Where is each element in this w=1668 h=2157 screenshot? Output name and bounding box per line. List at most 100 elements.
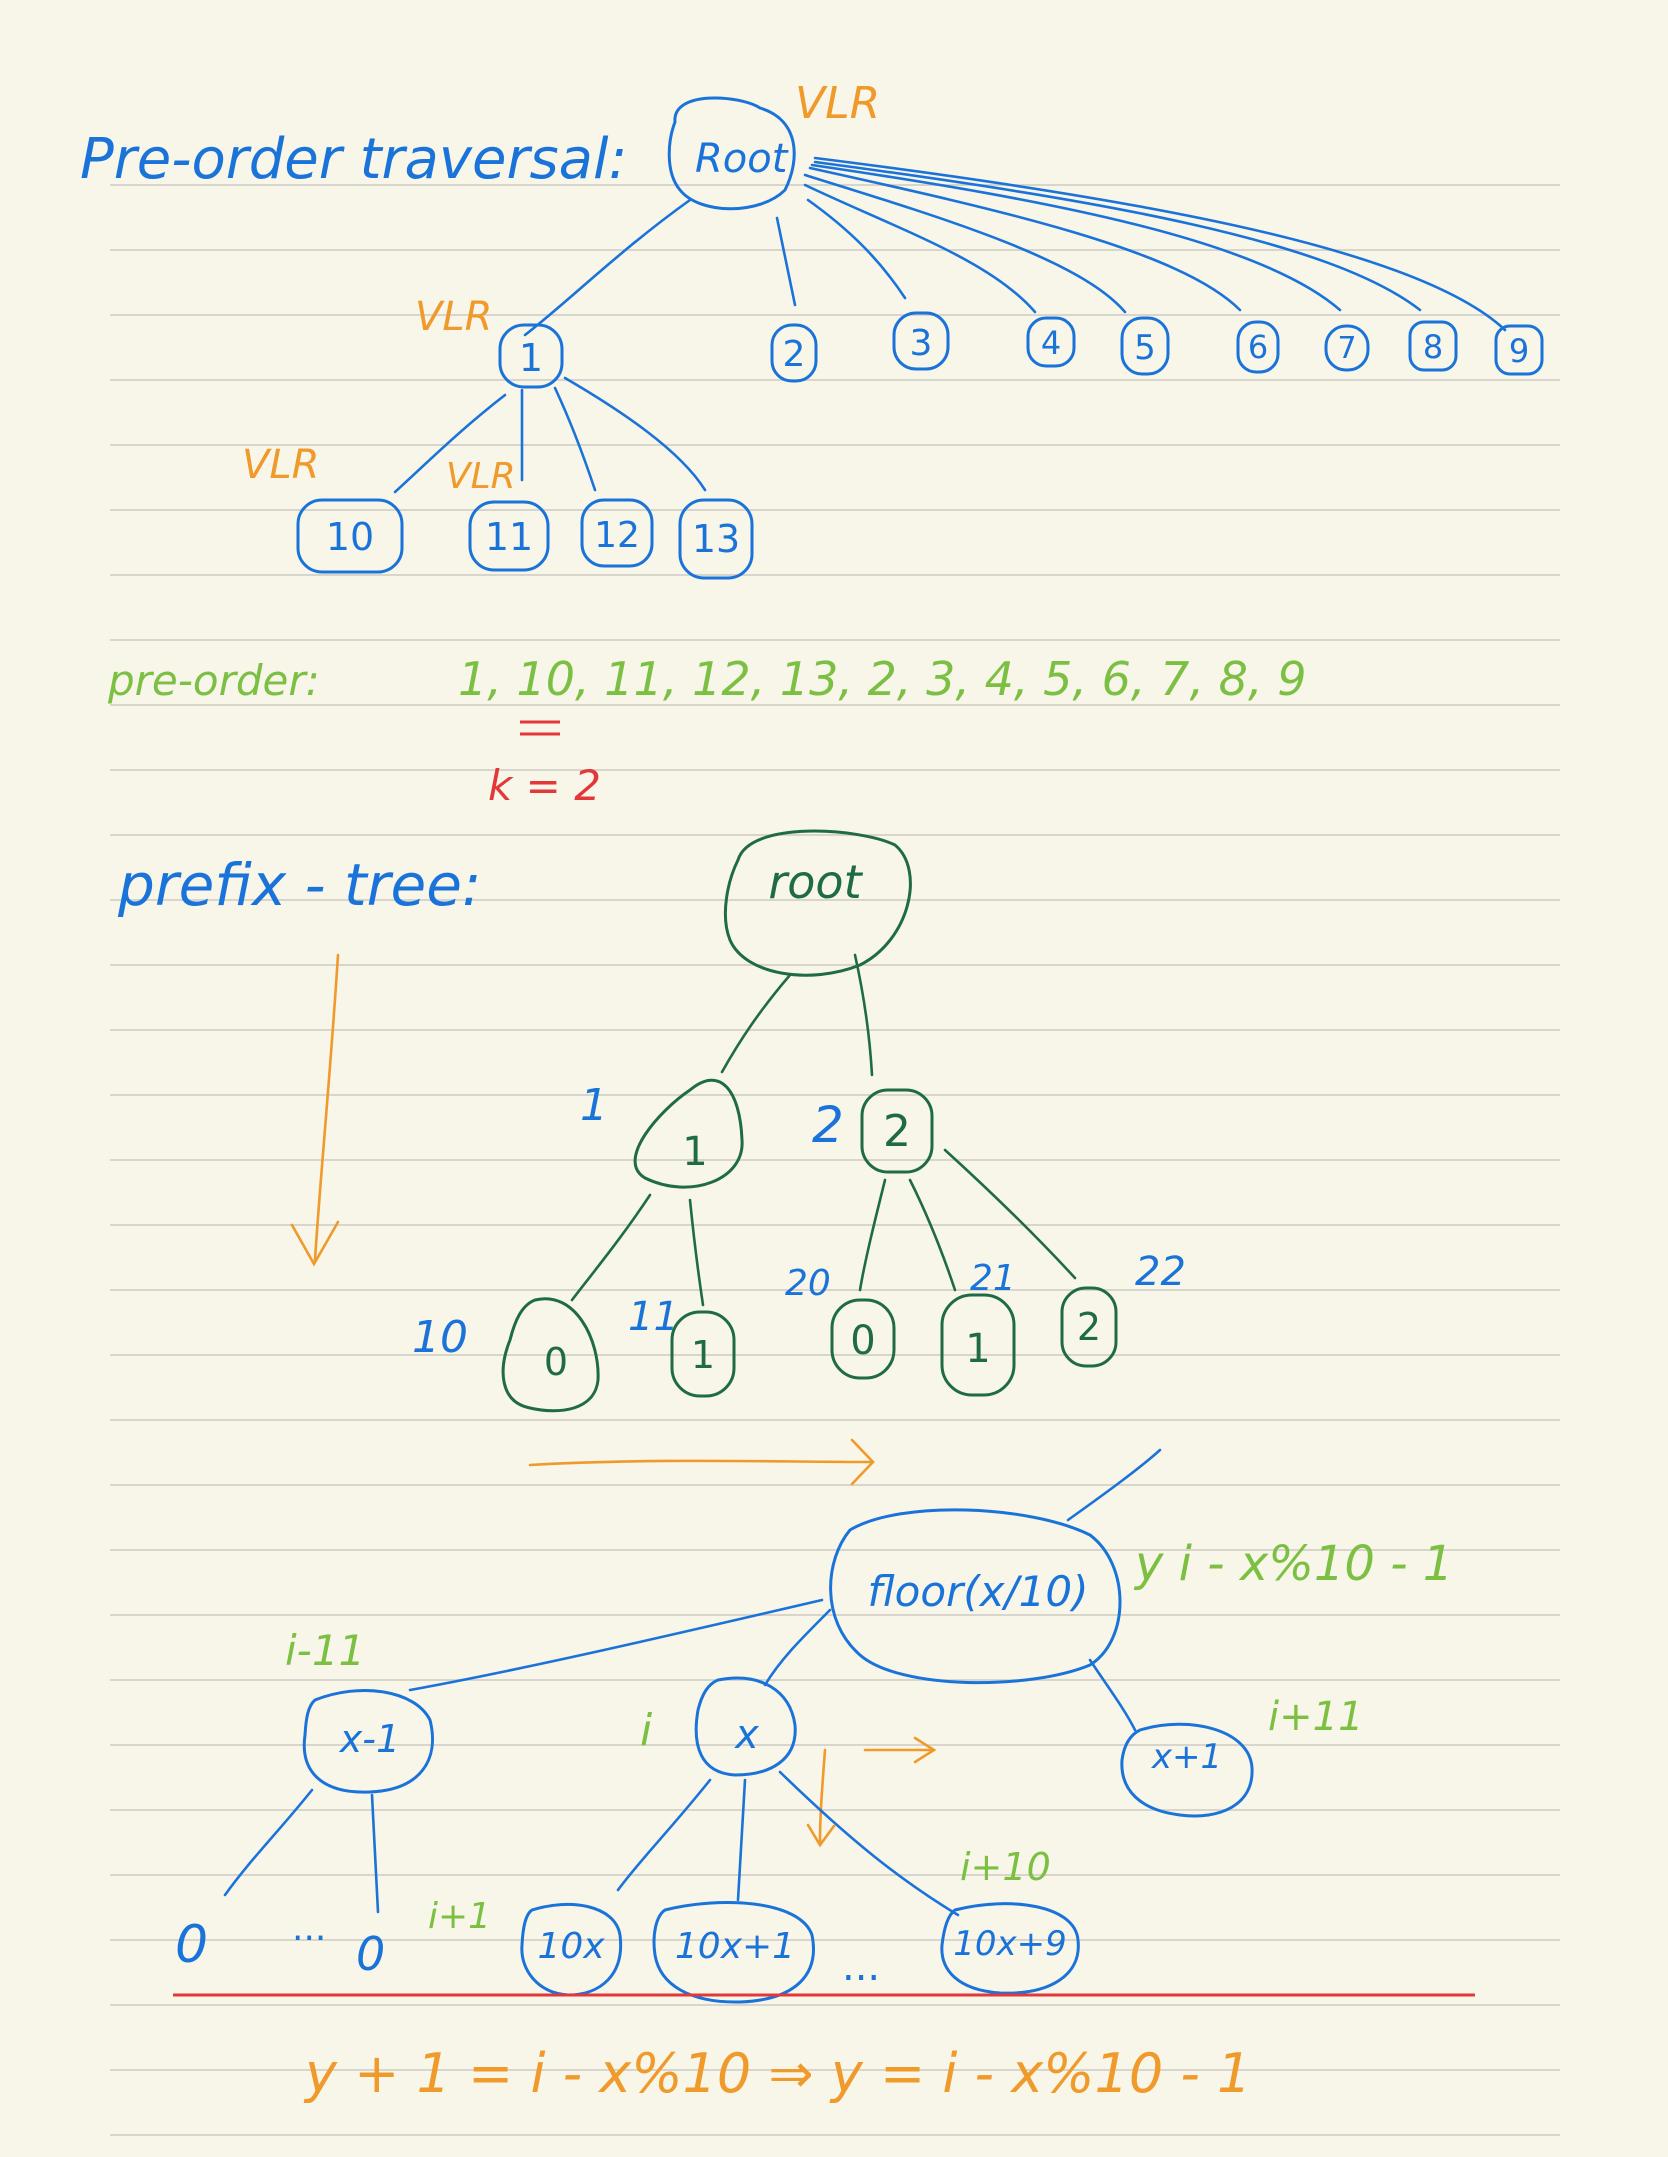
grandchild-node-12: 12 [580,498,654,568]
svg-text:12: 12 [594,515,640,556]
preorder-title: Pre-order traversal: [80,127,627,192]
prefix-root-label: root [768,855,863,909]
edge-parent-up [1066,1448,1162,1522]
final-formula: y + 1 = i - x%10 ⇒ y = i - x%10 - 1 [303,2042,1251,2105]
prefix-node-10: 0 [501,1297,600,1413]
edge-xm1-0a [223,1788,314,1897]
preorder-label: pre-order: [107,656,320,705]
svg-text:8: 8 [1423,328,1443,366]
label-i-plus-10: i+10 [960,1845,1051,1889]
prefix-label-22: 22 [1135,1249,1186,1295]
child-node-7: 7 [1324,324,1370,372]
edge-xm1-0b [370,1793,380,1914]
svg-text:1: 1 [682,1129,707,1175]
svg-text:0: 0 [850,1318,875,1364]
svg-text:x: x [733,1712,759,1758]
svg-text:x-1: x-1 [339,1717,400,1761]
edge-x-10x9 [778,1770,960,1917]
vlr-label-root: VLR [795,78,880,129]
child-10x-plus-1: 10x+1 [652,1900,815,2004]
edge-root-3 [806,198,907,300]
child-node-2: 2 [770,323,818,383]
svg-text:9: 9 [1509,332,1529,370]
child-node-9: 9 [1494,324,1544,376]
svg-text:11: 11 [485,515,533,559]
svg-text:10x+9: 10x+9 [953,1924,1067,1964]
child-10x: 10x [520,1903,623,1997]
parent-node-label: floor(x/10) [867,1567,1088,1616]
edge-root-p2 [853,953,874,1077]
grandchild-node-13: 13 [678,498,754,580]
left-child-0b: 0 [356,1927,385,1981]
svg-text:13: 13 [692,517,740,561]
preorder-tree-section: Pre-order traversal: VLR Root VLR 1 2 3 [80,78,1544,580]
svg-text:10: 10 [326,515,374,559]
svg-text:4: 4 [1041,324,1061,362]
prefix-tree-section: prefix - tree: root 1 2 1 2 10 11 20 21 … [117,829,1186,1486]
label-i: i [640,1705,653,1756]
edge-root-1 [523,198,692,337]
child-node-6: 6 [1236,320,1280,374]
svg-text:0: 0 [544,1340,568,1384]
edge-parent-xp1 [1088,1658,1137,1732]
edge-root-4 [803,183,1037,314]
preorder-sequence-section: pre-order: 1, 10, 11, 12, 13, 2, 3, 4, 5… [107,652,1306,810]
prefix-label-1: 1 [580,1080,608,1131]
grandchild-node-10: 10 [296,498,404,574]
child-node-5: 5 [1120,316,1170,376]
label-i-minus-11: i-11 [285,1626,365,1675]
prefix-label-20: 20 [785,1263,831,1304]
prefix-node-1: 1 [633,1078,744,1189]
child-node-4: 4 [1026,316,1076,368]
grandchild-node-11: 11 [468,500,550,572]
prefix-root-node [723,829,912,977]
ruled-lines [110,184,1560,2136]
edge-root-p1 [720,973,792,1074]
left-child-0a: 0 [175,1915,208,1975]
svg-text:2: 2 [883,1106,911,1157]
svg-text:1: 1 [519,336,543,380]
down-arrow-shaft [313,953,340,1262]
small-down-arrow [818,1748,827,1844]
k-note: k = 2 [488,761,601,810]
edge-x-10x [616,1778,712,1892]
svg-text:1: 1 [965,1326,990,1372]
label-i-plus-1: i+1 [428,1896,491,1937]
node-x: x [694,1676,797,1777]
index-formula-tree-section: floor(x/10) y i - x%10 - 1 i-11 i i+11 x… [173,1448,1475,2105]
svg-text:2: 2 [783,334,806,375]
right-arrow-shaft [528,1459,872,1467]
parent-node [829,1508,1122,1685]
prefix-node-2: 2 [860,1088,934,1174]
edge-root-9 [813,156,1507,332]
root-node [667,96,796,211]
svg-text:x+1: x+1 [1151,1737,1222,1777]
svg-text:10x+1: 10x+1 [675,1926,795,1967]
prefix-label-21: 21 [970,1258,1016,1299]
svg-text:10x: 10x [537,1926,605,1967]
prefix-label-10: 10 [412,1312,468,1363]
prefix-node-22: 2 [1060,1286,1118,1368]
edge-root-8 [813,160,1422,312]
preorder-sequence: 1, 10, 11, 12, 13, 2, 3, 4, 5, 6, 7, 8, … [458,652,1306,706]
edge-x-10x1 [736,1778,747,1902]
left-child-ellipsis: ... [292,1908,326,1949]
edge-root-7 [810,163,1342,312]
svg-text:2: 2 [1077,1305,1101,1349]
small-down-arrow-head [806,1823,836,1848]
edge-parent-x [763,1608,832,1687]
svg-text:5: 5 [1134,328,1156,368]
small-right-arrow-head [913,1736,937,1764]
child-node-3: 3 [892,311,950,371]
edge-p2-20 [858,1178,887,1292]
edge-1-12 [553,386,597,492]
node-x-plus-1: x+1 [1120,1722,1254,1818]
edge-1-13 [563,376,707,492]
root-node-label: Root [695,136,789,182]
child-node-1: 1 [498,323,564,389]
prefix-node-20: 0 [830,1298,896,1380]
edge-root-2 [775,216,797,307]
edge-parent-xm1 [408,1598,824,1692]
